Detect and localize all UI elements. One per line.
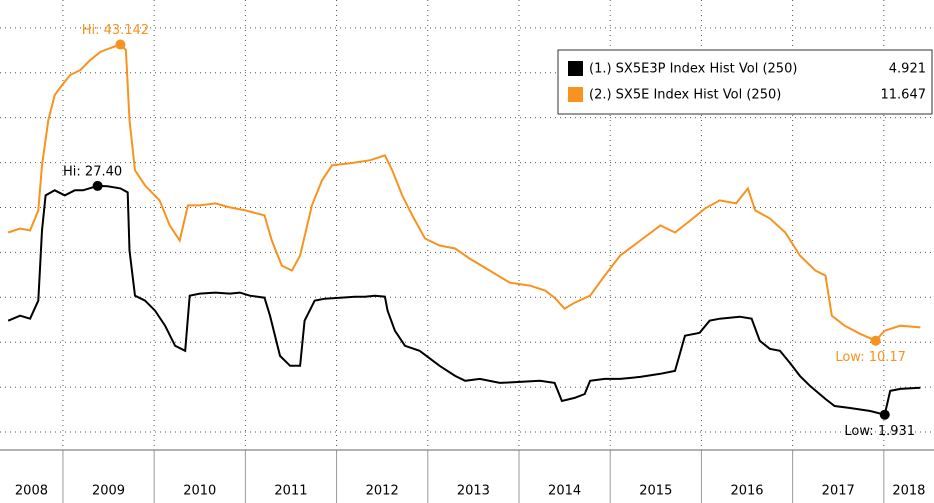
x-tick-label: 2013 [457, 484, 490, 499]
x-tick-label: 2016 [730, 484, 763, 499]
x-tick-label: 2014 [548, 484, 581, 499]
legend-label: (2.) SX5E Index Hist Vol (250) [589, 88, 781, 103]
legend-label: (1.) SX5E3P Index Hist Vol (250) [589, 62, 797, 77]
annotation-marker [115, 39, 126, 50]
x-tick-label: 2015 [639, 484, 672, 499]
series-line [7, 43, 921, 342]
annotation-label: Low: 10.17 [835, 350, 906, 365]
x-tick-label: 2012 [366, 484, 399, 499]
legend-box [557, 49, 933, 115]
annotation-label: Hi: 43.142 [82, 23, 149, 38]
x-tick-label: 2009 [92, 484, 125, 499]
x-tick-label: 2018 [892, 484, 925, 499]
x-tick-label: 2010 [183, 484, 216, 499]
annotation-marker [879, 409, 890, 420]
annotation-label: Hi: 27.40 [63, 164, 122, 179]
legend-swatch [568, 61, 583, 76]
annotation-marker [870, 335, 881, 346]
x-tick-label: 2011 [274, 484, 307, 499]
legend-value: 11.647 [881, 88, 927, 103]
legend-swatch [568, 87, 583, 102]
x-tick-label: 2008 [15, 484, 48, 499]
legend-value: 4.921 [889, 62, 926, 77]
x-tick-label: 2017 [822, 484, 855, 499]
legend: (1.) SX5E3P Index Hist Vol (250) 4.921 (2.… [557, 49, 933, 115]
annotation-label: Low: 1.931 [844, 424, 915, 439]
series-line [7, 184, 921, 416]
annotation-marker [92, 180, 103, 191]
